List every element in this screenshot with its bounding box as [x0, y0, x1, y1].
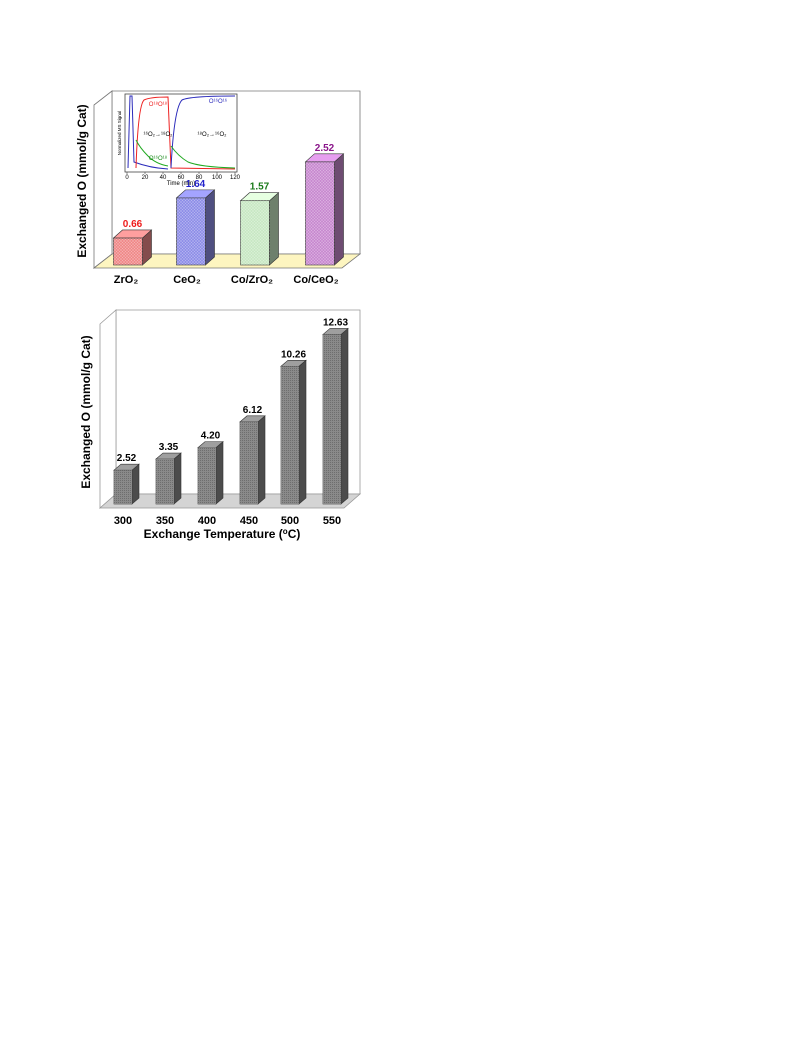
bar-texture — [281, 366, 299, 504]
bar-1: 3.35 — [155, 442, 182, 505]
inset-tick-label: 120 — [230, 175, 241, 181]
inset-tick-label: 80 — [196, 175, 203, 181]
bar-texture — [156, 459, 174, 504]
inset-tick-label: 60 — [178, 175, 185, 181]
chart-temperature-exchange: Exchanged O (mmol/g Cat) 2.52 3.35 4.20 6.1… — [79, 309, 362, 541]
chart-floor — [92, 253, 362, 269]
inset-x-ticks: 0 20 40 60 80 100 120 — [125, 172, 241, 181]
bar-top — [304, 153, 345, 163]
inset-label-o16o16: O¹⁶O¹⁶ — [209, 98, 228, 105]
bar-texture — [240, 421, 258, 504]
bar-side — [334, 153, 344, 266]
inset-curve-green-right — [170, 145, 236, 169]
bar-group: 2.52 3.35 4.20 6.12 10.26 12.63 — [113, 317, 349, 505]
category-label: 300 — [114, 515, 132, 527]
bar-5: 12.63 — [322, 317, 349, 505]
inset-curve-red — [135, 96, 236, 170]
bar-texture — [114, 470, 132, 504]
bar-top — [322, 328, 349, 335]
y-axis-label: Exchanged O (mmol/g Cat) — [75, 104, 89, 257]
bar-value-label: 0.66 — [123, 219, 143, 230]
category-label-zro2: ZrO₂ — [114, 274, 139, 286]
bar-2: 4.20 — [197, 431, 224, 505]
inset-tick-label: 40 — [160, 175, 167, 181]
bar-side — [215, 440, 224, 505]
bar-value-label: 2.52 — [117, 453, 137, 464]
inset-label-o16o18: O¹⁶O¹⁸ — [149, 155, 168, 162]
chart-left-wall — [99, 309, 117, 509]
bar-2: 1.57 — [239, 182, 280, 266]
category-label: 500 — [281, 515, 299, 527]
category-label: 450 — [240, 515, 258, 527]
bar-side — [205, 189, 215, 266]
bar-value-label: 2.52 — [315, 143, 335, 154]
bar-side — [173, 452, 182, 505]
bar-texture — [240, 200, 270, 265]
bar-3: 2.52 — [304, 143, 345, 266]
inset-curve-green-left — [135, 139, 169, 167]
inset-tick-label: 0 — [125, 175, 129, 181]
bar-value-label: 4.20 — [201, 431, 221, 442]
bar-side — [131, 463, 140, 505]
bar-texture — [113, 237, 143, 265]
inset-curve-blue-left — [127, 95, 169, 170]
bar-value-label: 12.63 — [323, 317, 348, 328]
bar-texture — [323, 334, 341, 504]
category-label-co-zro2: Co/ZrO₂ — [231, 274, 273, 286]
bar-value-label: 6.12 — [243, 405, 263, 416]
bar-value-label: 1.57 — [250, 182, 270, 193]
bar-texture — [305, 161, 335, 265]
bar-0: 0.66 — [112, 219, 153, 266]
bar-side — [257, 415, 266, 505]
bar-1: 1.64 — [175, 179, 216, 266]
bar-side — [340, 327, 349, 505]
bar-0: 2.52 — [113, 453, 140, 505]
inset-plot: Normalized MS Signal O¹⁸O¹⁸ O¹⁶O¹⁶ ¹⁶O₂→… — [117, 93, 241, 187]
bar-top — [239, 192, 280, 202]
category-labels: 300 350 400 450 500 550 — [114, 515, 341, 527]
inset-label-o18o18: O¹⁸O¹⁸ — [149, 101, 168, 108]
inset-label-switch2: ¹⁸O₂→¹⁶O₂ — [198, 131, 228, 138]
bar-side — [298, 359, 307, 505]
bar-3: 6.12 — [239, 405, 266, 505]
category-label-ceo2: CeO₂ — [173, 274, 201, 286]
bar-texture — [198, 447, 216, 504]
bar-4: 10.26 — [280, 349, 307, 505]
inset-label-switch1: ¹⁶O₂→¹⁸O₂ — [144, 131, 174, 138]
bar-texture — [176, 197, 206, 265]
x-axis-label: Exchange Temperature (oC) — [144, 527, 301, 541]
inset-tick-label: 100 — [212, 175, 223, 181]
category-label: 350 — [156, 515, 174, 527]
y-axis-label: Exchanged O (mmol/g Cat) — [79, 335, 93, 488]
bar-group: 0.66 1.64 1.57 2.52 — [112, 143, 345, 266]
inset-tick-label: 20 — [142, 175, 149, 181]
inset-curve-blue-right — [170, 95, 236, 169]
bar-value-label: 1.64 — [186, 179, 206, 190]
inset-frame — [124, 93, 238, 173]
chart-catalyst-comparison: Exchanged O (mmol/g Cat) 0.66 1.64 1.57 2.5… — [75, 90, 362, 286]
chart-left-wall — [93, 90, 113, 269]
bar-value-label: 3.35 — [159, 442, 179, 453]
category-label-co-ceo2: Co/CeO₂ — [293, 274, 338, 286]
inset-y-label: Normalized MS Signal — [117, 111, 122, 156]
bar-value-label: 10.26 — [281, 349, 306, 360]
bar-side — [269, 192, 279, 266]
category-label: 400 — [198, 515, 216, 527]
inset-x-label: Time (min) — [167, 181, 195, 187]
bar-top — [280, 359, 307, 367]
category-label: 550 — [323, 515, 341, 527]
